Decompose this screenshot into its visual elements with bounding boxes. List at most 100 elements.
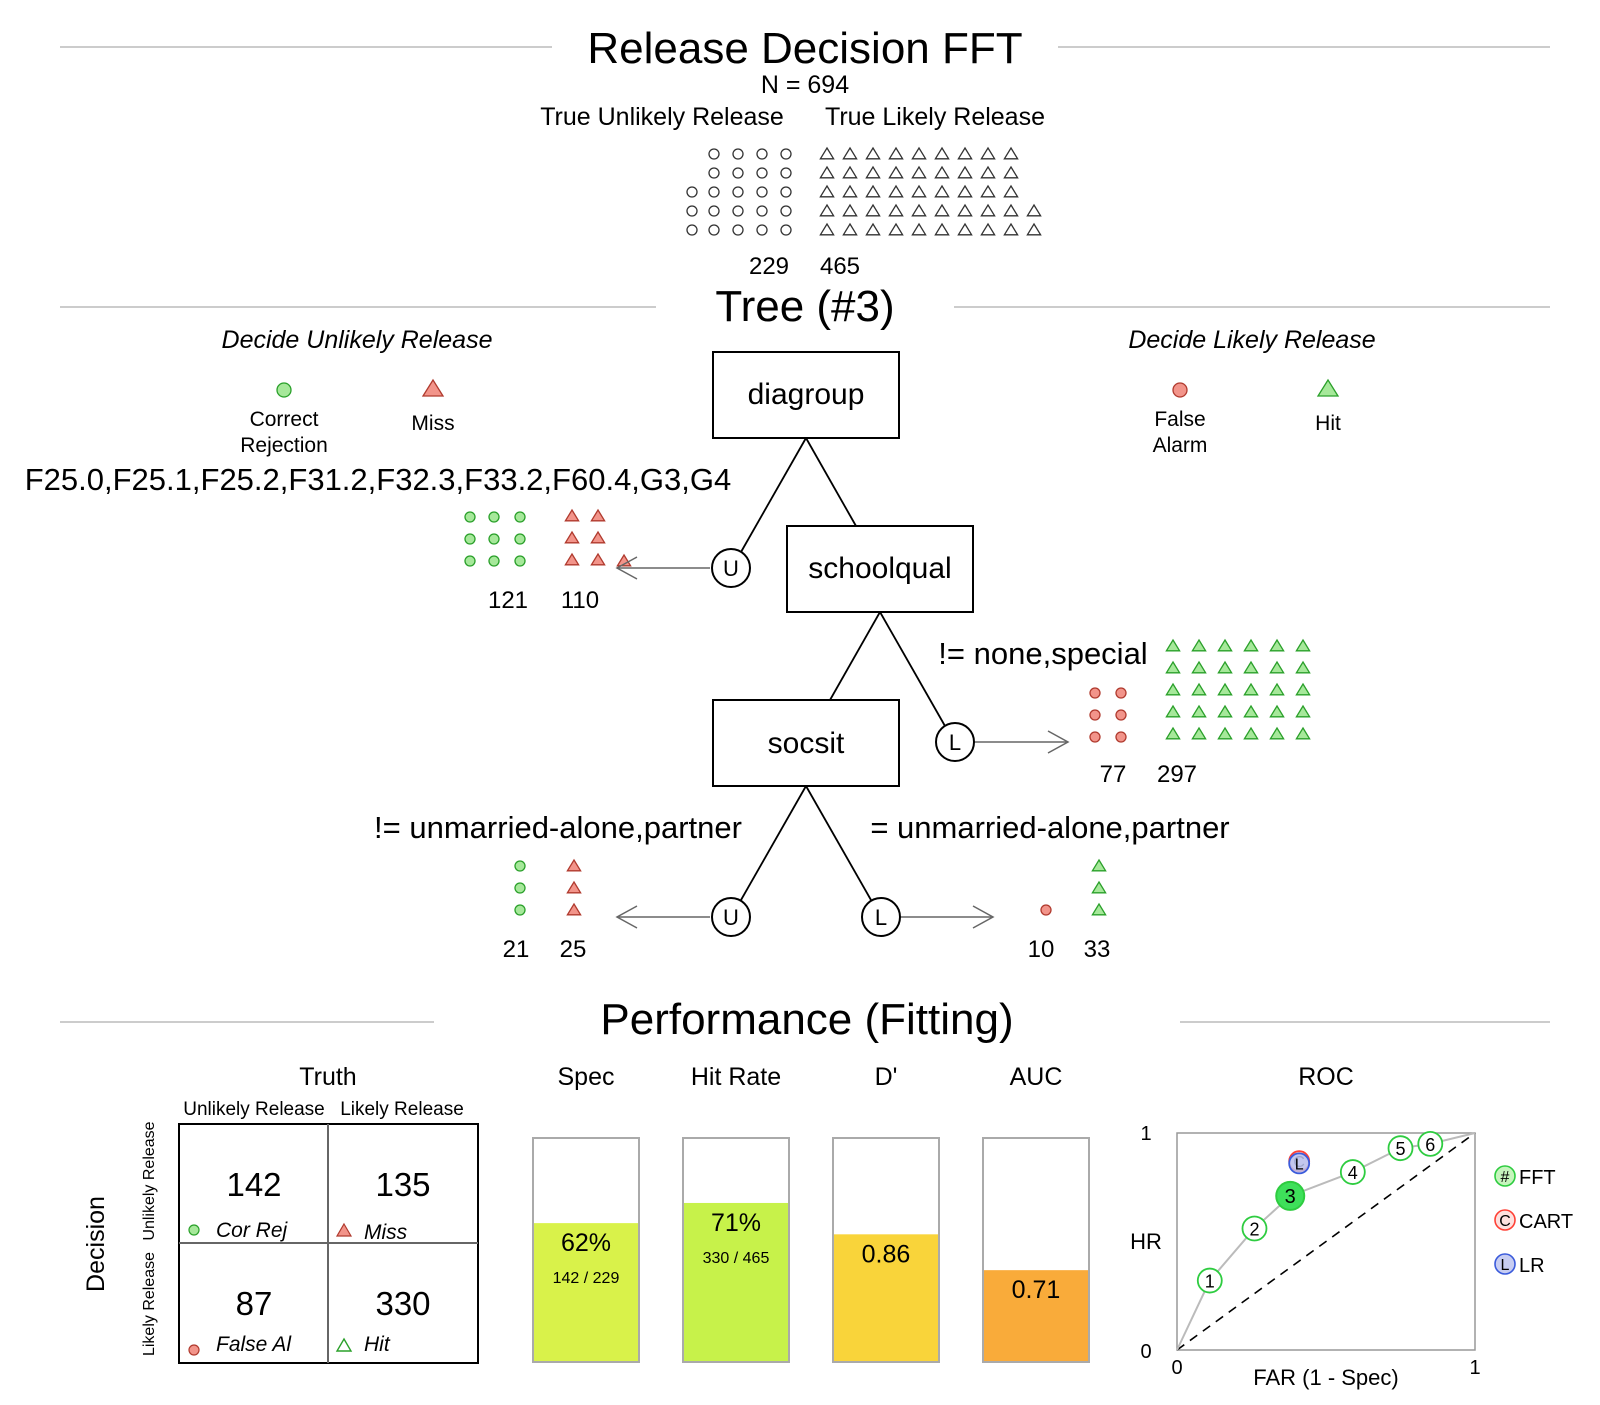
hit-rate-bar-fraction: 330 / 465 <box>703 1250 770 1267</box>
cell-hit-label: Hit <box>364 1333 391 1356</box>
true-likely-icon <box>934 222 950 236</box>
true-likely-icon <box>957 222 973 236</box>
false-alarm-icon <box>1172 382 1188 398</box>
legend-false-alarm-line1: False <box>1154 408 1205 431</box>
fft-roc-point <box>1275 1180 1306 1211</box>
miss-icon <box>566 858 582 872</box>
true-likely-icon <box>819 165 835 179</box>
true-unlikely-icon <box>686 224 698 236</box>
legend-lr-symbol: L <box>1501 1257 1510 1274</box>
fft-roc-point-label: 6 <box>1425 1135 1435 1155</box>
true-likely-icon <box>842 146 858 160</box>
hit-icon <box>1091 902 1107 916</box>
true-likely-icon <box>911 203 927 217</box>
true-likely-icon <box>865 203 881 217</box>
hit-icon <box>1295 704 1311 718</box>
miss-icon <box>590 552 606 566</box>
edge-diagroup-schoolqual <box>805 437 857 527</box>
d-bar-value: 0.86 <box>862 1240 911 1268</box>
condition-socsit-left: != unmarried-alone,partner <box>374 810 742 845</box>
d-bar-fill <box>834 1234 938 1361</box>
exit2-icon-array <box>1089 638 1311 743</box>
exit2-count-false-alarm: 77 <box>1100 761 1127 788</box>
hit-icon <box>1295 660 1311 674</box>
true-unlikely-icon-array <box>686 148 792 236</box>
true-likely-icon <box>911 184 927 198</box>
hit-icon <box>1316 378 1340 397</box>
cell-cor-rej-value: 142 <box>226 1166 281 1203</box>
correct-rejection-icon <box>514 511 526 523</box>
true-unlikely-icon <box>708 205 720 217</box>
legend-false-alarm-line2: Alarm <box>1153 434 1208 457</box>
hit-icon <box>1165 704 1181 718</box>
legend-correct-rejection-line1: Correct <box>250 408 319 431</box>
exit3-arrowhead <box>615 905 638 929</box>
condition-socsit-right: = unmarried-alone,partner <box>870 810 1229 845</box>
lr-roc-point <box>1288 1152 1311 1175</box>
cell-hit-icon <box>335 1337 353 1352</box>
fft-roc-point <box>1417 1130 1444 1157</box>
legend-miss: Miss <box>411 412 454 435</box>
fft-roc-point-label: 4 <box>1348 1163 1358 1183</box>
true-likely-icon <box>888 165 904 179</box>
correct-rejection-icon <box>276 382 292 398</box>
count-true-unlikely: 229 <box>749 253 789 280</box>
legend-correct-rejection-line2: Rejection <box>240 434 328 457</box>
true-likely-icon <box>1003 146 1019 160</box>
true-unlikely-icon <box>708 186 720 198</box>
cell-cor-rej-label: Cor Rej <box>216 1219 289 1242</box>
exit1-count-miss: 110 <box>561 587 599 614</box>
true-likely-icon <box>1003 165 1019 179</box>
cell-false-alarm-icon <box>188 1344 200 1356</box>
correct-rejection-icon <box>514 860 526 872</box>
legend-lr-marker <box>1494 1253 1516 1275</box>
spec-bar-label: Spec <box>558 1063 615 1091</box>
true-likely-icon <box>865 222 881 236</box>
legend-hit: Hit <box>1315 412 1341 435</box>
node-schoolqual-label: schoolqual <box>808 552 951 585</box>
true-unlikely-icon <box>780 224 792 236</box>
decision-unlikely-label: Unlikely Release <box>141 1121 158 1240</box>
miss-icon <box>590 530 606 544</box>
legend-fft-label: FFT <box>1519 1167 1556 1189</box>
edge-diagroup-exit <box>740 437 807 553</box>
edge-schoolqual-exit <box>879 611 946 727</box>
exit4-marker <box>861 897 901 937</box>
false-alarm-icon <box>1040 904 1052 916</box>
auc-bar-value: 0.71 <box>1012 1276 1061 1304</box>
hit-icon <box>1295 726 1311 740</box>
roc-y-top: 1 <box>1140 1123 1151 1145</box>
true-unlikely-icon <box>708 224 720 236</box>
hit-icon <box>1243 682 1259 696</box>
hit-icon <box>1269 726 1285 740</box>
hit-icon <box>1191 704 1207 718</box>
true-likely-icon <box>865 165 881 179</box>
hit-icon <box>1295 682 1311 696</box>
true-unlikely-icon <box>708 148 720 160</box>
node-diagroup <box>712 351 900 439</box>
roc-y-label: HR <box>1130 1229 1162 1254</box>
exit2-marker-label: L <box>949 730 961 755</box>
legend-fft-symbol: # <box>1501 1169 1510 1186</box>
miss-icon <box>566 880 582 894</box>
exit4-count-false-alarm: 10 <box>1028 936 1055 963</box>
correct-rejection-icon <box>514 533 526 545</box>
legend-lr-label: LR <box>1519 1255 1545 1277</box>
true-likely-icon <box>934 146 950 160</box>
condition-schoolqual: != none,special <box>938 636 1147 671</box>
hit-icon <box>1165 638 1181 652</box>
true-unlikely-icon <box>780 167 792 179</box>
true-unlikely-icon <box>732 167 744 179</box>
fft-roc-point-label: 3 <box>1285 1186 1296 1208</box>
figure-title: Release Decision FFT <box>587 24 1022 73</box>
hit-icon <box>1191 660 1207 674</box>
hit-icon <box>1217 704 1233 718</box>
auc-bar-label: AUC <box>1010 1063 1063 1091</box>
roc-marks: CL123456 <box>1176 1130 1476 1351</box>
true-likely-icon <box>911 165 927 179</box>
exit1-marker-label: U <box>723 556 739 581</box>
exit3-count-correct-rejection: 21 <box>503 936 530 963</box>
sample-size: N = 694 <box>761 71 849 99</box>
true-likely-icon <box>842 165 858 179</box>
exit4-marker-label: L <box>875 905 887 930</box>
